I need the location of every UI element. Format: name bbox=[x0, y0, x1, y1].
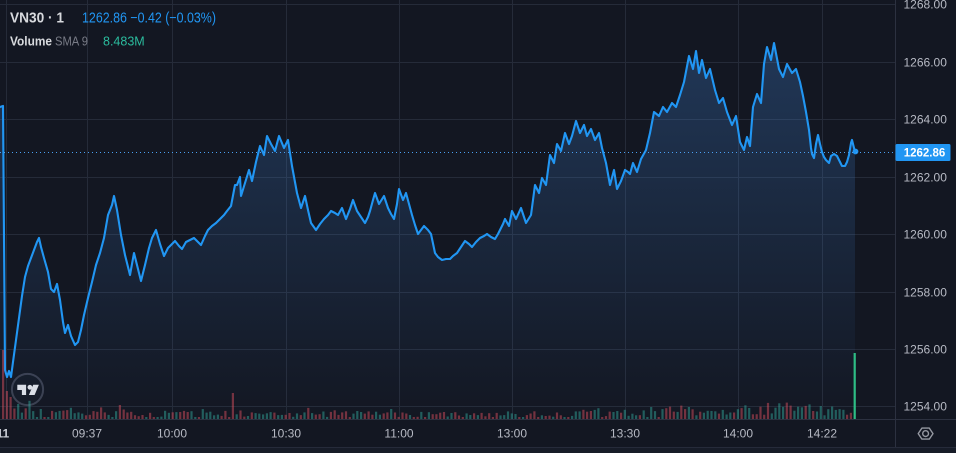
svg-text:1262.86: 1262.86 bbox=[904, 146, 946, 160]
svg-text:11: 11 bbox=[0, 427, 10, 441]
svg-text:10:00: 10:00 bbox=[157, 427, 187, 441]
svg-text:1260.00: 1260.00 bbox=[904, 228, 948, 242]
svg-text:8.483M: 8.483M bbox=[103, 35, 145, 49]
svg-text:1268.00: 1268.00 bbox=[904, 0, 948, 12]
svg-text:14:00: 14:00 bbox=[723, 427, 753, 441]
svg-text:1258.00: 1258.00 bbox=[904, 286, 948, 300]
svg-text:1256.00: 1256.00 bbox=[904, 343, 948, 357]
svg-text:13:30: 13:30 bbox=[610, 427, 640, 441]
svg-text:1262.00: 1262.00 bbox=[904, 171, 948, 185]
svg-text:VN30 · 1: VN30 · 1 bbox=[10, 10, 64, 27]
svg-text:1262.86 −0.42 (−0.03%): 1262.86 −0.42 (−0.03%) bbox=[82, 11, 216, 27]
svg-text:14:22: 14:22 bbox=[807, 427, 837, 441]
svg-text:1254.00: 1254.00 bbox=[904, 400, 948, 414]
svg-text:11:00: 11:00 bbox=[384, 427, 413, 441]
svg-text:1264.00: 1264.00 bbox=[904, 113, 948, 127]
svg-text:1266.00: 1266.00 bbox=[904, 56, 948, 70]
svg-text:09:37: 09:37 bbox=[72, 427, 102, 441]
svg-text:13:00: 13:00 bbox=[497, 427, 527, 441]
svg-text:10:30: 10:30 bbox=[271, 427, 301, 441]
svg-text:Volume: Volume bbox=[10, 35, 52, 49]
svg-text:SMA 9: SMA 9 bbox=[55, 35, 88, 49]
